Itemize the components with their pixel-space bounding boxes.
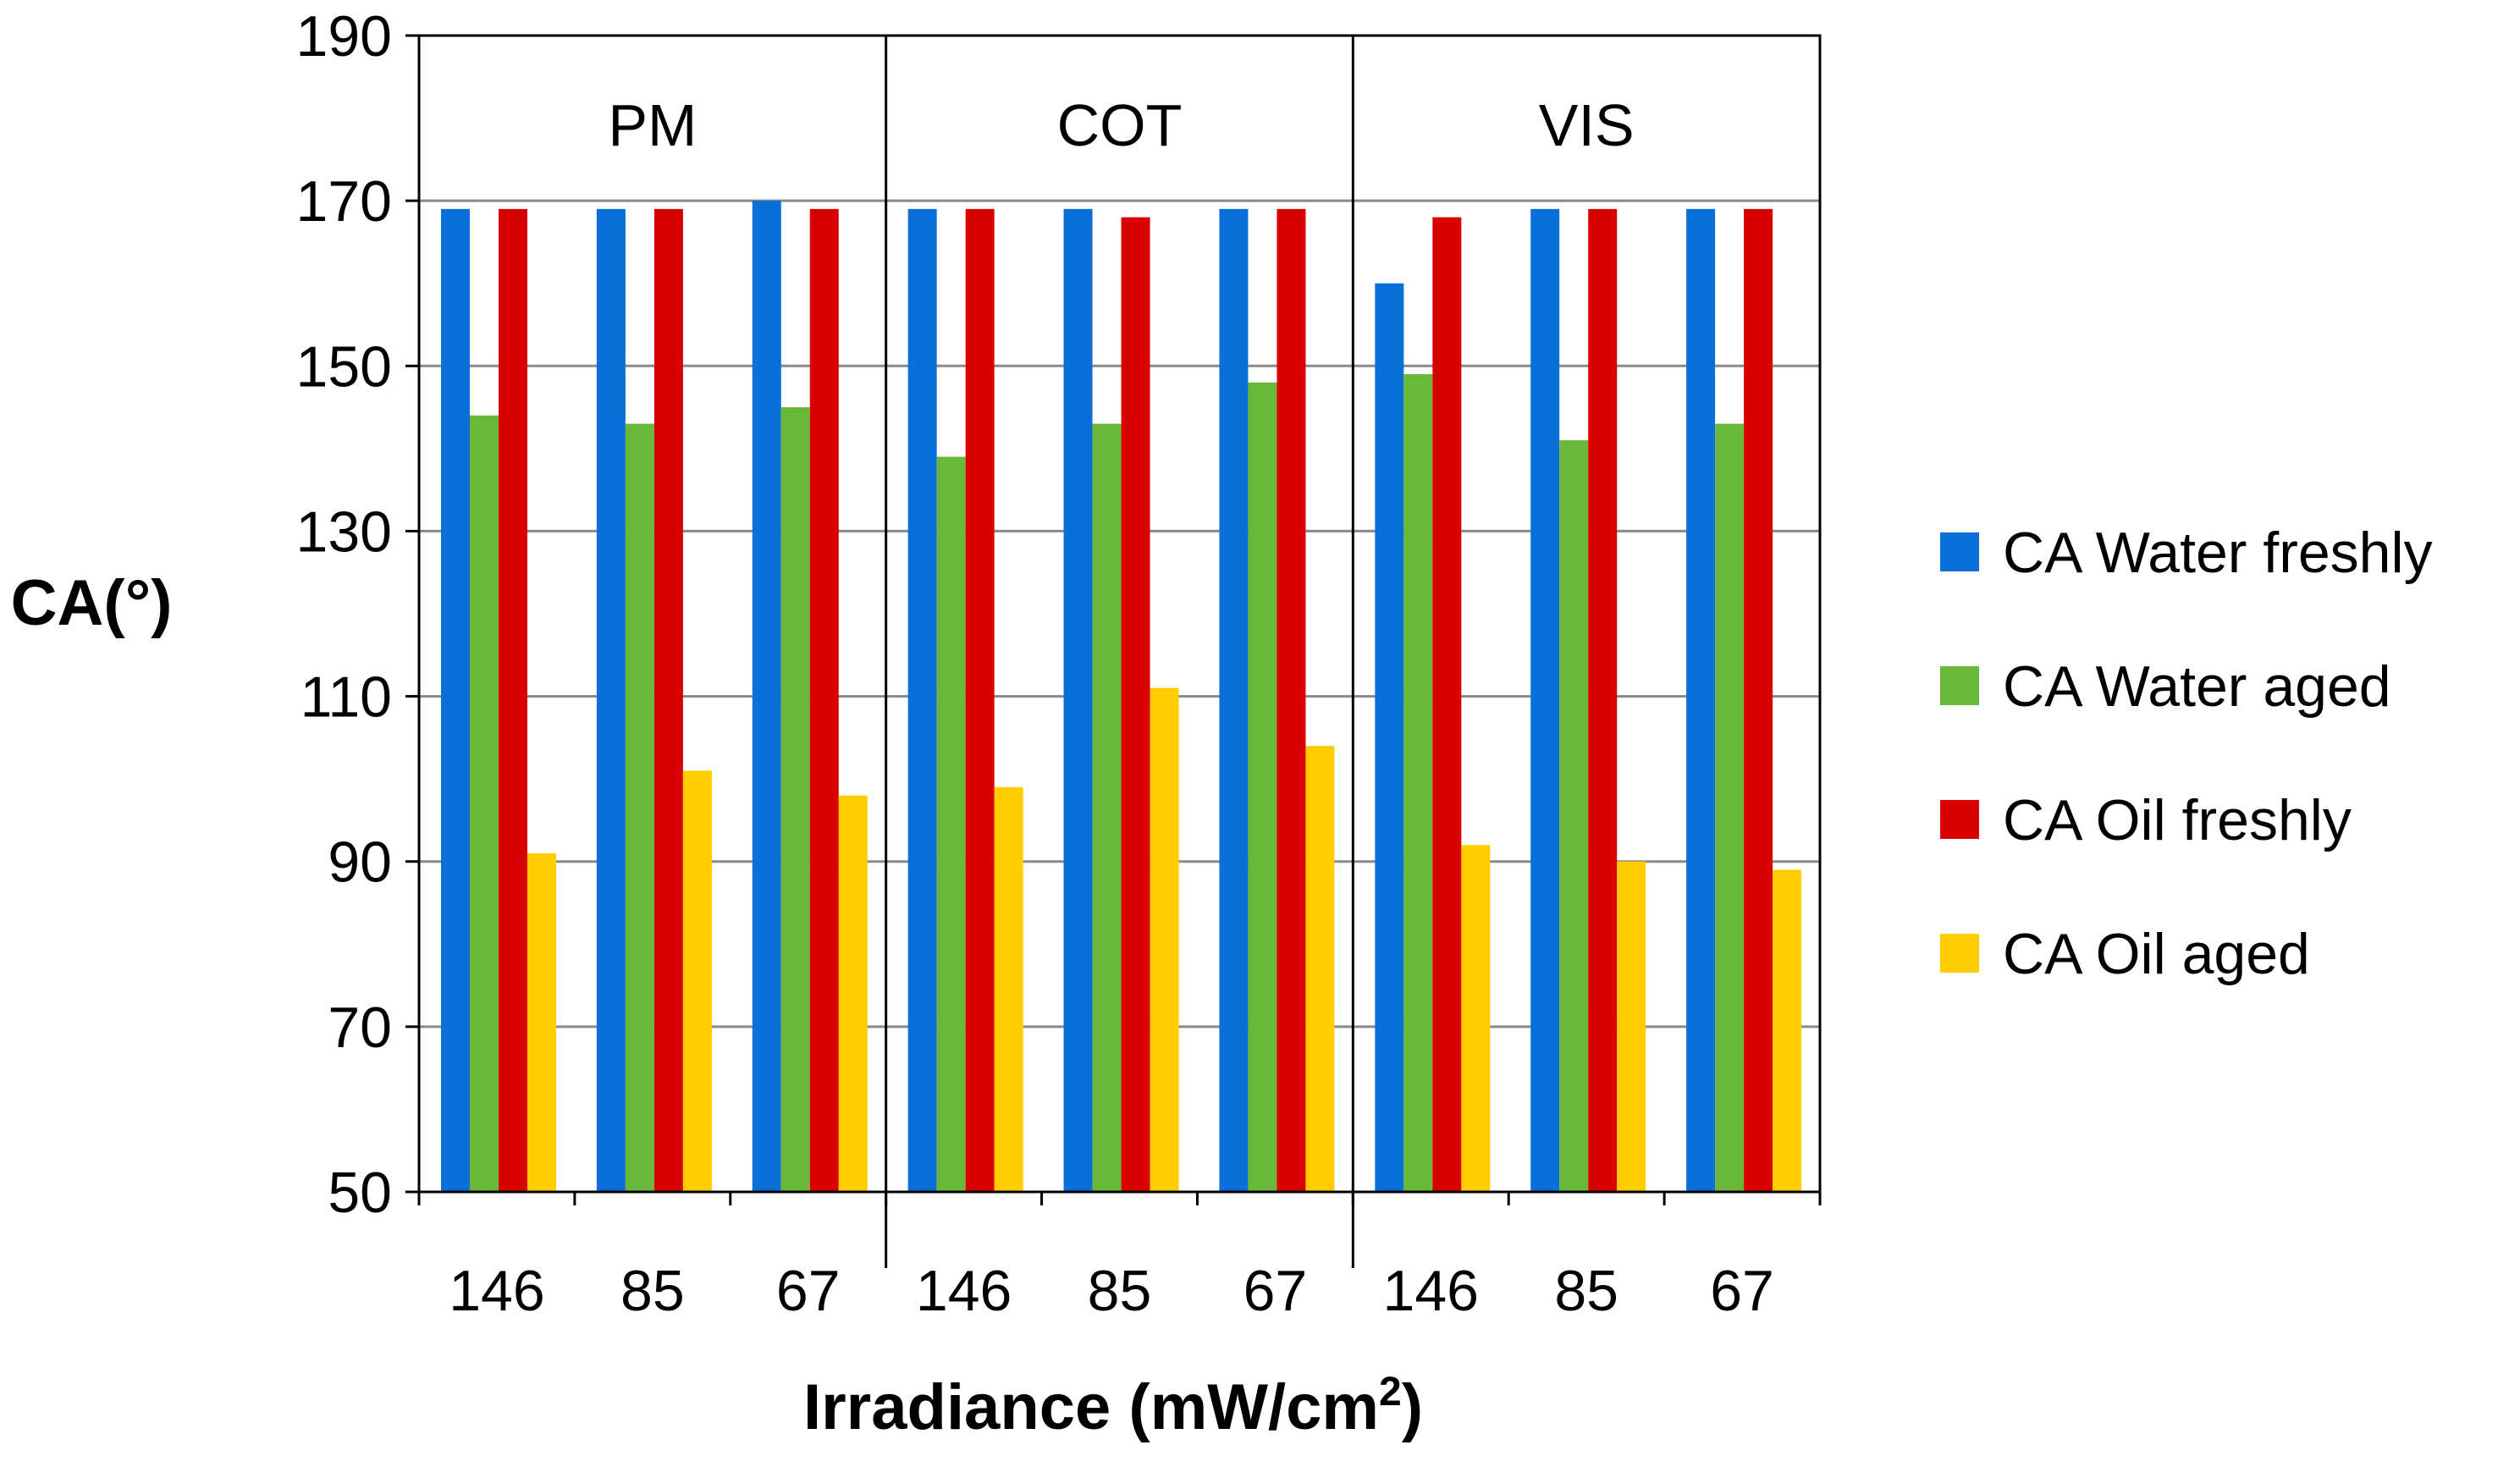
bar-ca-water-aged-2 [780, 407, 810, 1193]
legend-label-2: CA Oil freshly [2003, 788, 2352, 852]
bar-ca-water-aged-4 [1092, 423, 1122, 1193]
bar-ca-oil-aged-8 [1773, 869, 1802, 1192]
y-tick-label-50: 50 [328, 1161, 392, 1225]
legend-label-1: CA Water aged [2003, 654, 2391, 719]
bar-ca-oil-aged-2 [838, 795, 868, 1192]
bar-ca-oil-freshly-5 [1277, 208, 1306, 1192]
y-axis: 50 70 90 110 130 150 170 190 [296, 4, 419, 1225]
bar-ca-water-freshly-1 [596, 208, 626, 1192]
y-axis-title: CA(°) [11, 567, 173, 639]
x-tick-label-2: 67 [776, 1259, 841, 1323]
bar-ca-oil-aged-1 [682, 770, 712, 1192]
bar-ca-oil-aged-3 [994, 786, 1023, 1192]
bar-ca-water-freshly-4 [1063, 208, 1093, 1192]
legend-swatch-2 [1940, 800, 1979, 839]
bar-ca-oil-freshly-4 [1121, 217, 1150, 1193]
x-tick-label-3: 146 [916, 1259, 1012, 1323]
bar-ca-oil-freshly-6 [1432, 217, 1462, 1193]
bar-ca-water-aged-5 [1248, 382, 1277, 1192]
y-tick-label-170: 170 [296, 169, 392, 234]
bar-ca-oil-freshly-0 [499, 208, 527, 1192]
x-tick-label-6: 146 [1383, 1259, 1479, 1323]
bar-ca-oil-aged-7 [1617, 861, 1646, 1192]
y-tick-label-90: 90 [328, 830, 392, 895]
plot-frame: PM COT VIS [417, 34, 1822, 1268]
bar-ca-oil-aged-6 [1461, 845, 1491, 1192]
x-axis: 146 85 67 146 85 67 146 85 67 [417, 1192, 1822, 1323]
bar-ca-oil-aged-0 [527, 852, 556, 1192]
group-label-cot: COT [1057, 92, 1183, 158]
legend-label-0: CA Water freshly [2003, 521, 2433, 585]
legend-swatch-0 [1940, 532, 1979, 571]
bars [441, 201, 1802, 1193]
bar-ca-oil-freshly-8 [1744, 208, 1773, 1192]
legend-swatch-1 [1940, 666, 1979, 705]
bar-ca-oil-freshly-7 [1588, 208, 1618, 1192]
bar-ca-oil-freshly-2 [809, 208, 839, 1192]
x-tick-label-7: 85 [1554, 1259, 1618, 1323]
y-tick-label-70: 70 [328, 995, 392, 1060]
bar-ca-water-freshly-5 [1219, 208, 1249, 1192]
group-label-pm: PM [608, 92, 697, 158]
bar-ca-water-freshly-7 [1530, 208, 1560, 1192]
bar-ca-water-aged-7 [1559, 440, 1589, 1192]
x-tick-label-1: 85 [620, 1259, 685, 1323]
legend-swatch-3 [1940, 934, 1979, 973]
bar-ca-water-freshly-0 [441, 208, 470, 1192]
bar-ca-water-freshly-2 [752, 201, 781, 1193]
y-tick-label-110: 110 [301, 665, 392, 730]
legend: CA Water freshly CA Water aged CA Oil fres… [1940, 521, 2433, 986]
x-axis-title-superscript: 2 [1379, 1370, 1402, 1415]
x-axis-title-main: Irradiance (mW/cm [803, 1371, 1379, 1443]
bar-ca-water-freshly-8 [1686, 208, 1716, 1192]
bar-ca-water-freshly-6 [1375, 283, 1404, 1192]
x-tick-label-0: 146 [449, 1259, 544, 1323]
y-tick-label-130: 130 [296, 499, 392, 564]
x-axis-title: Irradiance (mW/cm2) [803, 1370, 1423, 1443]
x-tick-label-8: 67 [1710, 1259, 1774, 1323]
bar-ca-oil-aged-5 [1305, 746, 1335, 1192]
bar-ca-water-freshly-3 [907, 208, 937, 1192]
bar-ca-water-aged-0 [470, 415, 499, 1192]
bar-ca-oil-freshly-3 [965, 208, 995, 1192]
legend-label-3: CA Oil aged [2003, 922, 2310, 986]
bar-ca-oil-aged-4 [1150, 687, 1179, 1192]
bar-ca-water-aged-3 [936, 456, 966, 1192]
x-tick-label-5: 67 [1243, 1259, 1308, 1323]
x-axis-title-close: ) [1402, 1371, 1423, 1443]
y-tick-label-150: 150 [296, 334, 392, 399]
group-label-vis: VIS [1539, 92, 1635, 158]
bar-ca-water-aged-8 [1715, 423, 1745, 1193]
x-tick-label-4: 85 [1088, 1259, 1152, 1323]
plot-border [417, 34, 1822, 1194]
bar-ca-water-aged-6 [1403, 374, 1433, 1192]
bar-ca-water-aged-1 [625, 423, 654, 1193]
bar-ca-oil-freshly-1 [653, 208, 683, 1192]
y-tick-label-190: 190 [296, 4, 392, 69]
